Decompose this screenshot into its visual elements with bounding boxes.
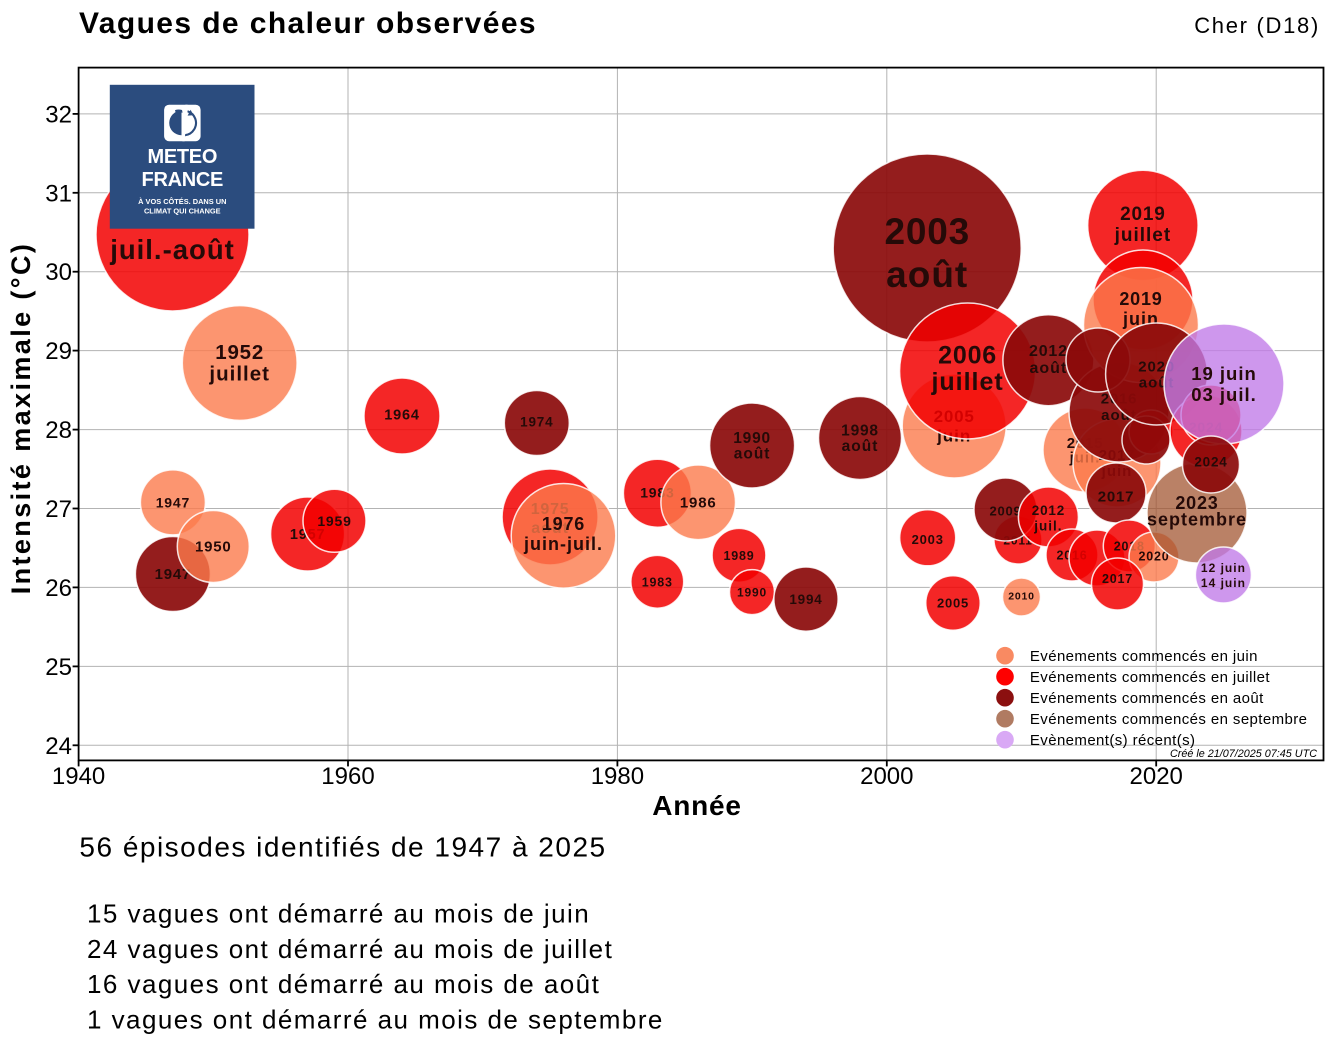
- svg-text:2012: 2012: [1032, 503, 1065, 518]
- svg-text:2023: 2023: [1175, 493, 1218, 513]
- svg-text:1947: 1947: [156, 494, 190, 510]
- svg-text:16 vagues ont démarré au mois: 16 vagues ont démarré au mois de août: [87, 969, 600, 999]
- svg-text:Evénements commencés en septem: Evénements commencés en septembre: [1030, 711, 1308, 728]
- svg-text:Evénements commencés en juille: Evénements commencés en juillet: [1030, 669, 1270, 686]
- svg-text:2003: 2003: [884, 211, 970, 252]
- svg-text:12 juin: 12 juin: [1201, 561, 1246, 575]
- svg-text:24: 24: [45, 733, 72, 760]
- svg-text:1952: 1952: [215, 341, 264, 364]
- svg-text:juillet: juillet: [930, 368, 1003, 396]
- svg-text:FRANCE: FRANCE: [142, 169, 224, 191]
- svg-text:1960: 1960: [321, 763, 374, 790]
- svg-text:2017: 2017: [1098, 489, 1135, 506]
- svg-text:juil.: juil.: [1033, 518, 1062, 533]
- svg-text:Vagues de chaleur observées: Vagues de chaleur observées: [79, 7, 537, 40]
- svg-text:À VOS CÔTÉS. DANS UN: À VOS CÔTÉS. DANS UN: [138, 197, 226, 206]
- svg-text:Evénements commencés en juin: Evénements commencés en juin: [1030, 648, 1258, 665]
- svg-text:2005: 2005: [937, 596, 969, 611]
- svg-text:2010: 2010: [1008, 591, 1035, 603]
- svg-text:septembre: septembre: [1147, 510, 1247, 530]
- svg-text:1 vagues ont démarré au mois d: 1 vagues ont démarré au mois de septembr…: [87, 1004, 664, 1034]
- svg-text:2020: 2020: [1130, 763, 1183, 790]
- svg-text:1976: 1976: [542, 514, 585, 534]
- svg-text:1990: 1990: [737, 585, 767, 599]
- svg-text:2017: 2017: [1102, 572, 1133, 586]
- svg-text:Cher (D18): Cher (D18): [1194, 13, 1320, 38]
- svg-text:juillet: juillet: [208, 363, 270, 386]
- svg-text:Créé le 21/07/2025 07:45 UTC: Créé le 21/07/2025 07:45 UTC: [1170, 748, 1317, 760]
- svg-text:Evènement(s) récent(s): Evènement(s) récent(s): [1030, 732, 1196, 749]
- svg-text:31: 31: [45, 180, 72, 207]
- svg-text:1986: 1986: [680, 495, 717, 512]
- svg-text:2000: 2000: [860, 763, 913, 790]
- svg-text:1983: 1983: [642, 575, 673, 589]
- svg-text:2009: 2009: [989, 503, 1021, 518]
- svg-text:19 juin: 19 juin: [1191, 363, 1257, 384]
- svg-text:2019: 2019: [1120, 204, 1165, 225]
- svg-text:1989: 1989: [723, 549, 754, 563]
- svg-text:juillet: juillet: [1114, 225, 1172, 246]
- svg-text:août: août: [886, 254, 968, 295]
- svg-text:1940: 1940: [52, 763, 105, 790]
- svg-text:28: 28: [45, 417, 72, 444]
- svg-text:15 vagues ont démarré au mois: 15 vagues ont démarré au mois de juin: [87, 899, 590, 929]
- svg-text:1964: 1964: [384, 407, 419, 423]
- svg-text:14 juin: 14 juin: [1201, 576, 1246, 590]
- svg-text:30: 30: [45, 259, 72, 286]
- svg-text:juin-juil.: juin-juil.: [523, 534, 603, 554]
- svg-text:2006: 2006: [938, 342, 997, 370]
- svg-text:1959: 1959: [317, 513, 351, 529]
- svg-text:Intensité maximale (°C): Intensité maximale (°C): [6, 242, 36, 595]
- svg-text:25: 25: [45, 654, 72, 681]
- svg-text:1950: 1950: [195, 538, 232, 555]
- svg-text:2024: 2024: [1194, 455, 1227, 470]
- svg-text:56 épisodes identifiés de 1947: 56 épisodes identifiés de 1947 à 2025: [79, 832, 606, 863]
- svg-text:juil.-août: juil.-août: [109, 234, 235, 265]
- svg-text:1990: 1990: [733, 430, 771, 447]
- svg-text:Evénements commencés en août: Evénements commencés en août: [1030, 690, 1264, 707]
- svg-text:août: août: [734, 446, 771, 463]
- svg-text:1994: 1994: [789, 592, 822, 607]
- svg-text:29: 29: [45, 338, 72, 365]
- svg-text:août: août: [842, 438, 879, 455]
- svg-text:août: août: [1030, 360, 1068, 377]
- svg-text:CLIMAT QUI CHANGE: CLIMAT QUI CHANGE: [144, 206, 221, 215]
- svg-text:1980: 1980: [591, 763, 644, 790]
- svg-text:2012: 2012: [1029, 343, 1068, 360]
- svg-text:METEO: METEO: [147, 146, 217, 168]
- svg-text:2003: 2003: [912, 532, 944, 547]
- svg-text:1998: 1998: [841, 423, 879, 440]
- svg-text:2020: 2020: [1138, 550, 1169, 564]
- svg-text:27: 27: [45, 496, 72, 523]
- svg-text:26: 26: [45, 575, 72, 602]
- svg-text:2019: 2019: [1119, 289, 1162, 309]
- svg-text:1974: 1974: [520, 414, 553, 429]
- svg-text:24 vagues ont démarré au mois: 24 vagues ont démarré au mois de juillet: [87, 934, 613, 964]
- svg-text:Année: Année: [652, 790, 742, 821]
- svg-text:1947: 1947: [155, 566, 192, 583]
- svg-text:32: 32: [45, 101, 72, 128]
- svg-text:03 juil.: 03 juil.: [1191, 384, 1257, 405]
